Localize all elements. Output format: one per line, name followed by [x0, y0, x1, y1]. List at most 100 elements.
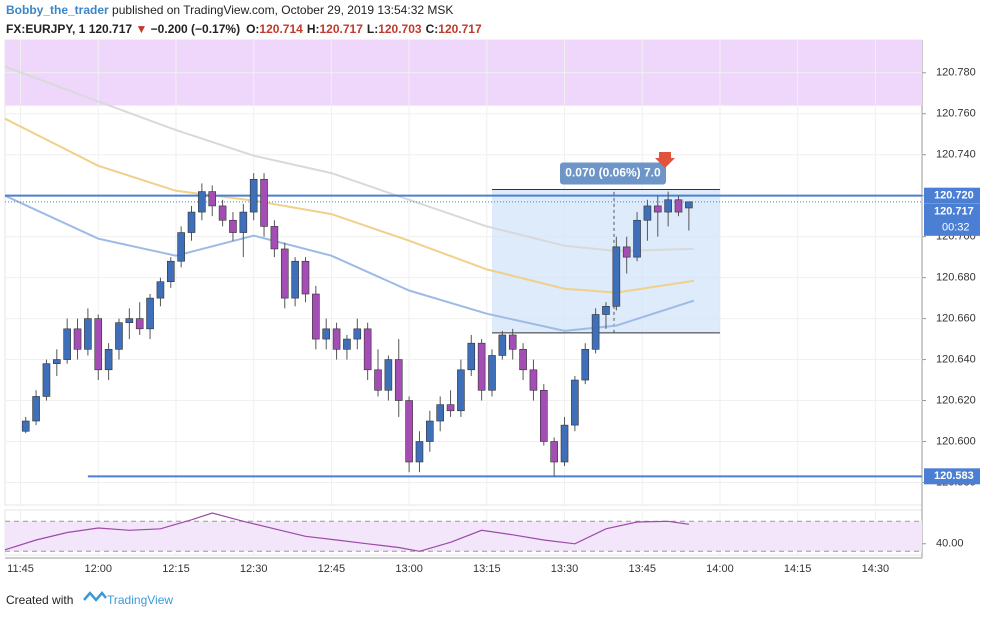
- last: 120.717: [89, 22, 133, 36]
- x-tick-label: 13:15: [473, 563, 501, 575]
- x-tick-label: 14:15: [784, 563, 812, 575]
- level-tag: [924, 187, 980, 204]
- symbol: FX:EURJPY, 1: [6, 22, 86, 36]
- x-tick-label: 12:45: [318, 563, 346, 575]
- measure-label: 0.070 (0.06%) 7.0: [565, 166, 661, 180]
- ohlc-value: 120.703: [378, 22, 422, 36]
- candle-body: [664, 199, 672, 213]
- rsi-line: [4, 512, 689, 552]
- candle-body: [457, 369, 465, 412]
- candle-body: [239, 211, 248, 233]
- y-tick-label: 120.780: [936, 67, 976, 79]
- candle-body: [125, 318, 134, 323]
- candle-body: [260, 178, 268, 227]
- change: −0.200 (−0.17%): [151, 22, 240, 36]
- candle-body: [84, 318, 92, 350]
- candle-body: [581, 349, 590, 381]
- x-tick-label: 13:45: [628, 563, 656, 575]
- candle-body: [529, 369, 538, 391]
- candle-body: [198, 191, 206, 213]
- candle-body: [405, 400, 413, 463]
- main-pane: [4, 39, 923, 506]
- candle-body: [135, 318, 144, 330]
- candle-body: [436, 404, 444, 422]
- candle-body: [488, 355, 496, 391]
- y-tick-label: 120.740: [936, 149, 976, 161]
- y-tick-label: 120.760: [936, 108, 976, 120]
- candle-body: [394, 359, 403, 401]
- published: published on TradingView.com, October 29…: [112, 3, 453, 17]
- marker-arrow: [655, 152, 675, 168]
- candle-body: [633, 219, 641, 258]
- moving-average: [4, 117, 695, 294]
- candle-body: [177, 232, 185, 262]
- ohlc-key: C:: [426, 22, 439, 36]
- current-label: 120.717: [934, 206, 974, 218]
- ohlc-key: O:: [246, 22, 259, 36]
- candle-body: [187, 211, 196, 233]
- level-label: 120.583: [934, 470, 974, 482]
- candle-body: [249, 178, 258, 213]
- candle-body: [270, 226, 279, 250]
- y-tick-label: 120.600: [936, 435, 976, 447]
- y-tick-label: 120.660: [936, 312, 976, 324]
- candle-body: [343, 338, 351, 350]
- candle-body: [415, 441, 424, 463]
- candle-body: [426, 420, 434, 442]
- ohlc-value: 120.714: [259, 22, 303, 36]
- level-tag: [924, 468, 980, 485]
- y-tick-label: 120.620: [936, 394, 976, 406]
- x-tick-label: 14:30: [862, 563, 890, 575]
- candle-body: [498, 334, 507, 356]
- candle-body: [467, 342, 476, 371]
- candle-body: [115, 322, 123, 350]
- candle-body: [322, 328, 331, 340]
- candle-body: [229, 219, 237, 233]
- candle-body: [301, 260, 310, 295]
- candle-body: [519, 349, 527, 371]
- candle-body: [32, 396, 40, 422]
- rsi-band: [5, 521, 922, 552]
- candle-body: [332, 328, 341, 350]
- candle-body: [571, 379, 579, 426]
- candle-body: [63, 328, 71, 360]
- y-tick-label: 40.00: [936, 538, 964, 550]
- candle-body: [508, 334, 517, 350]
- header-line2: FX:EURJPY, 1 120.717 ▼ −0.200 (−0.17%) O:…: [6, 22, 482, 36]
- candle-body: [612, 246, 621, 307]
- candle-body: [602, 305, 610, 315]
- candle-body: [622, 246, 631, 258]
- moving-average: [4, 194, 695, 332]
- candle-body: [312, 293, 320, 340]
- candle-body: [674, 199, 683, 213]
- candle-body: [280, 248, 289, 299]
- x-tick-label: 11:45: [7, 563, 34, 575]
- candle-body: [291, 260, 299, 299]
- x-tick-label: 14:00: [706, 563, 734, 575]
- level-label: 120.720: [934, 190, 974, 202]
- candle-body: [166, 260, 175, 283]
- candle-body: [643, 205, 652, 221]
- candle-body: [353, 328, 362, 340]
- header-line1: Bobby_the_trader published on TradingVie…: [6, 3, 453, 17]
- ohlc-value: 120.717: [319, 22, 363, 36]
- candle-body: [446, 404, 455, 412]
- candle-body: [477, 342, 486, 391]
- brand[interactable]: TradingView: [107, 593, 173, 607]
- x-tick-label: 12:15: [162, 563, 190, 575]
- candle-body: [156, 281, 165, 299]
- countdown: 00:32: [942, 222, 970, 234]
- footer-text: Created with: [6, 593, 73, 607]
- candle-body: [208, 191, 217, 207]
- candle-body: [104, 349, 113, 371]
- user[interactable]: Bobby_the_trader: [6, 3, 109, 17]
- y-tick-label: 120.640: [936, 353, 976, 365]
- logo: [83, 591, 107, 602]
- candle-body: [94, 318, 103, 371]
- candle-body: [550, 441, 558, 463]
- candle-body: [374, 369, 382, 391]
- candle-body: [146, 297, 154, 330]
- measure-tag: [560, 162, 666, 185]
